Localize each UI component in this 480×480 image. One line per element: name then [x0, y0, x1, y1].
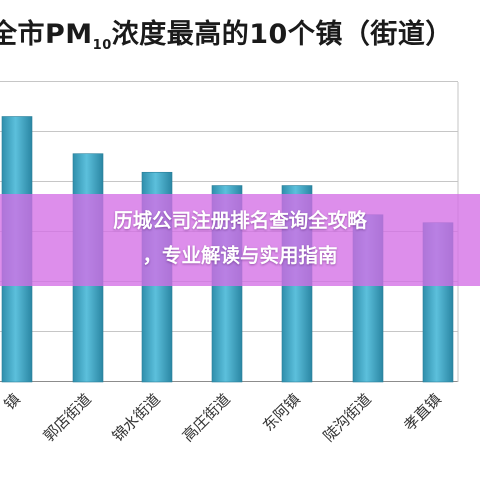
- title-part-rest: 浓度最高的10个镇（街道）: [111, 19, 453, 50]
- title-part-main: 全市PM: [0, 19, 93, 50]
- chart-title: 全市PM10浓度最高的10个镇（街道）: [0, 12, 453, 53]
- overlay-line-2: ，专业解读与实用指南: [142, 244, 338, 267]
- category-label: 郭店街道: [40, 390, 95, 445]
- category-label: 镇: [0, 390, 23, 413]
- title-subscript: 10: [92, 38, 112, 53]
- overlay-line-1: 历城公司注册排名查询全攻略: [113, 209, 367, 232]
- overlay-banner: 历城公司注册排名查询全攻略 ，专业解读与实用指南: [0, 194, 480, 286]
- category-label: 孝直镇: [400, 390, 445, 435]
- category-label: 东阿镇: [259, 390, 304, 435]
- category-labels: 镇郭店街道 锦水街道 高庄街道 东阿镇 陡沟街道 孝直镇 颜庄: [0, 390, 480, 445]
- category-label: 锦水街道: [109, 390, 164, 445]
- category-label: 高庄街道: [179, 390, 234, 445]
- category-label: 陡沟街道: [320, 390, 375, 445]
